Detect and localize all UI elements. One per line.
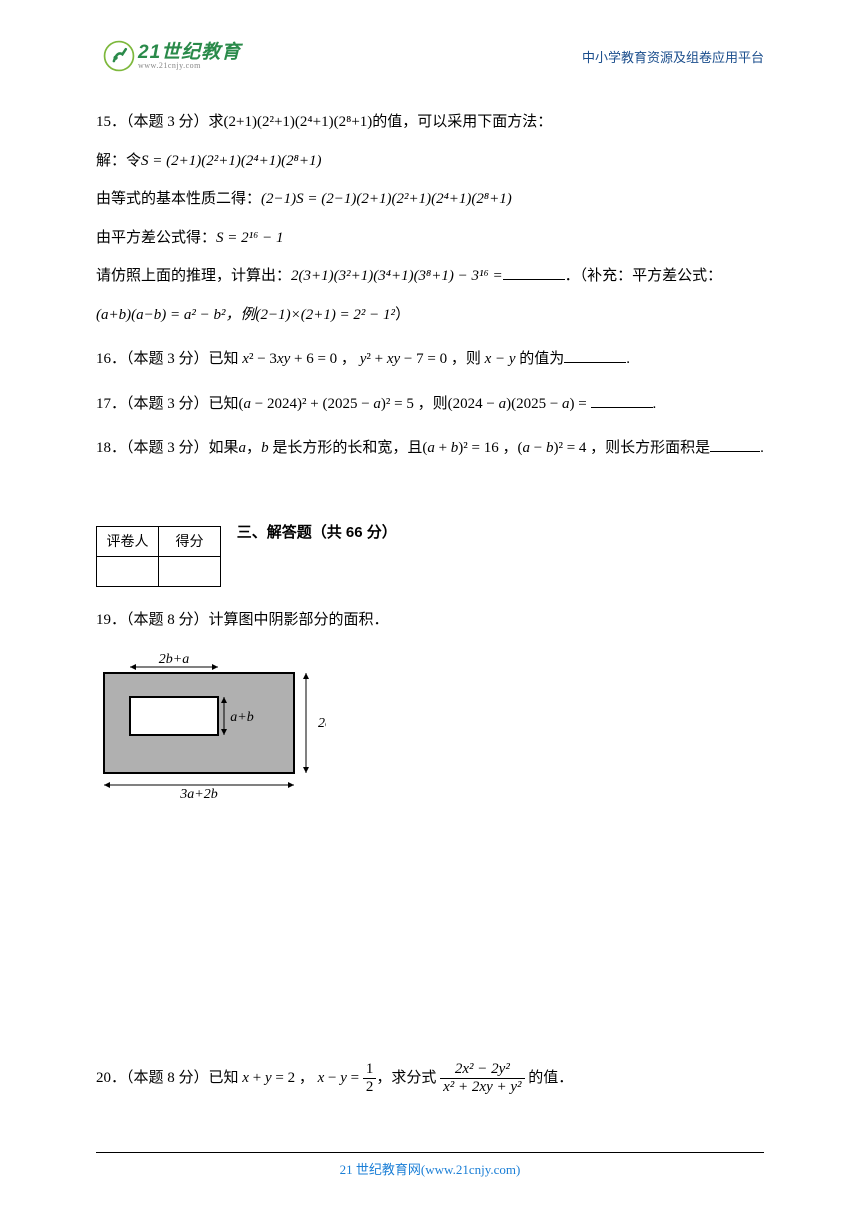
q18-blank <box>710 436 760 452</box>
q15-line6: (a+b)(a−b) = a² − b²，例(2−1)×(2+1) = 2² −… <box>96 298 764 333</box>
q20-frac2-den: x² + 2xy + y² <box>440 1079 524 1096</box>
logo-title: 21世纪教育 <box>138 43 241 62</box>
q15-line5-suffix: ．（补充：平方差公式： <box>565 268 723 284</box>
q15-line3: 由等式的基本性质二得：(2−1)S = (2−1)(2+1)(2²+1)(2⁴+… <box>96 182 764 217</box>
svg-text:a+b: a+b <box>230 710 253 725</box>
score-table-cell2 <box>159 556 221 586</box>
q15-line2-eq: S = (2+1)(2²+1)(2⁴+1)(2⁸+1) <box>141 153 322 169</box>
q16-text: 已知 x² − 3xy + 6 = 0 ， y² + xy − 7 = 0 ，则… <box>209 351 565 367</box>
q17-points: （本题 3 分） <box>126 396 209 412</box>
question-20: 20．（本题 8 分）已知 x + y = 2 ， x − y = 12，求分式… <box>96 1061 764 1096</box>
q20-frac2-num: 2x² − 2y² <box>440 1061 524 1079</box>
q18-points: （本题 3 分） <box>126 440 209 456</box>
logo-url: www.21cnjy.com <box>138 62 241 70</box>
score-table-h2: 得分 <box>159 526 221 556</box>
svg-text:2b+a: 2b+a <box>159 652 189 667</box>
q20-num: 20． <box>96 1070 126 1086</box>
svg-text:3a+2b: 3a+2b <box>179 787 217 799</box>
q19-points: （本题 8 分） <box>126 612 209 628</box>
q18-text: 如果a，b 是长方形的长和宽，且(a + b)² = 16 ，(a − b)² … <box>209 440 711 456</box>
q16-points: （本题 3 分） <box>126 351 209 367</box>
q15-line6-suffix: ） <box>395 307 410 323</box>
q20-text-c: 的值． <box>525 1070 574 1086</box>
q15-line5-eq: 2(3+1)(3²+1)(3⁴+1)(3⁸+1) − 3¹⁶ = <box>291 268 503 284</box>
question-16: 16．（本题 3 分）已知 x² − 3xy + 6 = 0 ， y² + xy… <box>96 342 764 377</box>
page-header: 21世纪教育 www.21cnjy.com 中小学教育资源及组卷应用平台 <box>102 34 764 78</box>
q15-line4-prefix: 由平方差公式得： <box>96 230 216 246</box>
q17-blank <box>591 392 653 408</box>
shaded-rectangle-diagram: 2b+a a+b 2a+b <box>96 649 326 799</box>
q18-suffix: . <box>760 440 764 456</box>
q17-num: 17． <box>96 396 126 412</box>
section-3-header: 评卷人 得分 三、解答题（共 66 分） <box>96 476 764 587</box>
question-15: 15．（本题 3 分）求(2+1)(2²+1)(2⁴+1)(2⁸+1)的值，可以… <box>96 105 764 332</box>
q20-frac2: 2x² − 2y²x² + 2xy + y² <box>440 1061 524 1095</box>
q16-num: 16． <box>96 351 126 367</box>
q15-num: 15． <box>96 114 126 130</box>
q15-blank <box>503 264 565 280</box>
question-17: 17．（本题 3 分）已知(a − 2024)² + (2025 − a)² =… <box>96 387 764 422</box>
logo-icon <box>102 39 136 73</box>
q20-frac1-num: 1 <box>363 1061 377 1079</box>
section-3-title: 三、解答题（共 66 分） <box>237 521 397 542</box>
q20-frac1: 12 <box>363 1061 377 1095</box>
q20-frac1-den: 2 <box>363 1079 377 1096</box>
q19-num: 19． <box>96 612 126 628</box>
q15-line2: 解：令S = (2+1)(2²+1)(2⁴+1)(2⁸+1) <box>96 144 764 179</box>
score-table-h1: 评卷人 <box>97 526 159 556</box>
score-table: 评卷人 得分 <box>96 526 221 587</box>
logo-text: 21世纪教育 www.21cnjy.com <box>138 43 241 70</box>
question-18: 18．（本题 3 分）如果a，b 是长方形的长和宽，且(a + b)² = 16… <box>96 431 764 466</box>
q15-line4: 由平方差公式得：S = 2¹⁶ − 1 <box>96 221 764 256</box>
q15-line3-prefix: 由等式的基本性质二得： <box>96 191 261 207</box>
page-footer: 21 世纪教育网(www.21cnjy.com) <box>96 1152 764 1178</box>
score-table-cell1 <box>97 556 159 586</box>
q15-line6-eq: (a+b)(a−b) = a² − b²，例(2−1)×(2+1) = 2² −… <box>96 307 395 323</box>
q19-text: 计算图中阴影部分的面积． <box>209 612 389 628</box>
q15-line5: 请仿照上面的推理，计算出：2(3+1)(3²+1)(3⁴+1)(3⁸+1) − … <box>96 259 764 294</box>
q17-suffix: . <box>653 396 657 412</box>
q15-line2-prefix: 解：令 <box>96 153 141 169</box>
q20-text-b: ，求分式 <box>376 1070 436 1086</box>
logo-area: 21世纪教育 www.21cnjy.com <box>102 39 241 73</box>
footer-text: 21 世纪教育网(www.21cnjy.com) <box>340 1162 521 1177</box>
q15-text1: 求(2+1)(2²+1)(2⁴+1)(2⁸+1)的值，可以采用下面方法： <box>209 114 553 130</box>
svg-text:2a+b: 2a+b <box>318 716 326 731</box>
question-19: 19．（本题 8 分）计算图中阴影部分的面积． 2b+a a+b 2a+b <box>96 603 764 813</box>
q15-line4-eq: S = 2¹⁶ − 1 <box>216 230 283 246</box>
q19-diagram: 2b+a a+b 2a+b <box>96 649 764 813</box>
q17-text: 已知(a − 2024)² + (2025 − a)² = 5 ，则(2024 … <box>209 396 591 412</box>
q15-line3-eq: (2−1)S = (2−1)(2+1)(2²+1)(2⁴+1)(2⁸+1) <box>261 191 512 207</box>
q18-num: 18． <box>96 440 126 456</box>
q16-blank <box>564 347 626 363</box>
q16-suffix: . <box>626 351 630 367</box>
q15-line5-prefix: 请仿照上面的推理，计算出： <box>96 268 291 284</box>
q20-text-a: 已知 x + y = 2 ， x − y = <box>209 1070 363 1086</box>
header-subtitle: 中小学教育资源及组卷应用平台 <box>582 47 764 66</box>
q20-points: （本题 8 分） <box>126 1070 209 1086</box>
content-area: 15．（本题 3 分）求(2+1)(2²+1)(2⁴+1)(2⁸+1)的值，可以… <box>96 105 764 1105</box>
q15-points: （本题 3 分） <box>126 114 209 130</box>
